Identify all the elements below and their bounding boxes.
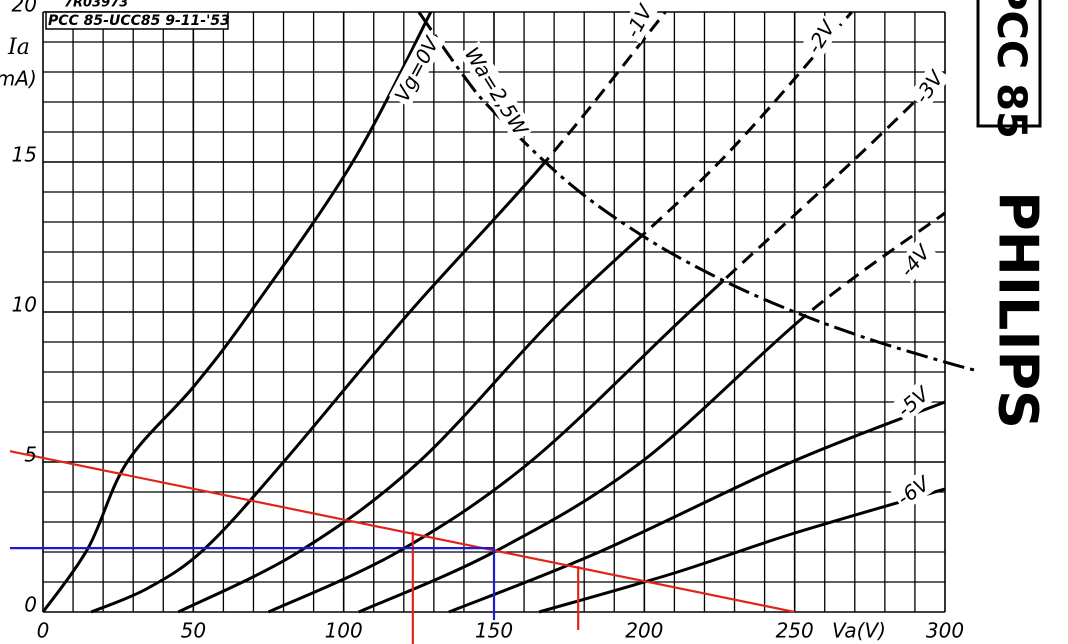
chart-title: PCC 85-UCC85 9-11-'53 — [48, 13, 230, 29]
x-tick-label: 100 — [325, 619, 363, 643]
side-box — [976, 0, 1042, 128]
curve-dashed — [418, 211, 946, 371]
x-tick-label: 150 — [475, 619, 513, 643]
side-label: PCC 85 — [988, 0, 1034, 139]
y-tick-label: 20 — [12, 0, 37, 17]
title-box — [45, 11, 229, 30]
curve-label: Vg=0V — [390, 32, 444, 106]
label-bg — [388, 30, 446, 108]
label-bg — [800, 13, 842, 60]
y-unit: (mA) — [0, 67, 37, 91]
y-tick-label: 5 — [24, 443, 37, 467]
label-bg — [908, 63, 951, 110]
y-label: Ia — [7, 35, 30, 60]
curve-label: -2V — [802, 15, 841, 57]
label-bg — [619, 0, 659, 44]
y-tick-label: 10 — [12, 293, 37, 317]
x-tick-label: 250 — [776, 619, 814, 643]
y-tick-label: 0 — [24, 593, 37, 617]
curve — [538, 487, 946, 614]
label-bg — [458, 41, 535, 143]
dissipation-curve — [417, 11, 976, 372]
curve-label: -5V — [892, 381, 934, 422]
x-tick-label: 300 — [926, 619, 964, 643]
label-bg — [890, 379, 937, 424]
label-bg — [893, 237, 937, 284]
curves — [41, 11, 976, 614]
curve-label: -6V — [892, 471, 934, 511]
y-tick-label: 15 — [12, 143, 37, 167]
overlays — [9, 450, 795, 644]
x-tick-label: 200 — [625, 619, 663, 643]
curve — [41, 11, 433, 613]
curve-label: Wa=2,5W — [460, 43, 534, 141]
x-label: Va(V) — [832, 619, 886, 643]
overlay-line — [9, 450, 795, 614]
curve-dashed — [418, 11, 667, 371]
code-label: 7R03973 — [64, 0, 128, 11]
label-bg — [890, 469, 937, 512]
x-tick-label: 0 — [37, 619, 50, 643]
curve — [448, 400, 946, 614]
curve-label: -4V — [895, 239, 936, 281]
x-tick-label: 50 — [181, 619, 206, 643]
brand: PHILIPS — [986, 191, 1049, 429]
